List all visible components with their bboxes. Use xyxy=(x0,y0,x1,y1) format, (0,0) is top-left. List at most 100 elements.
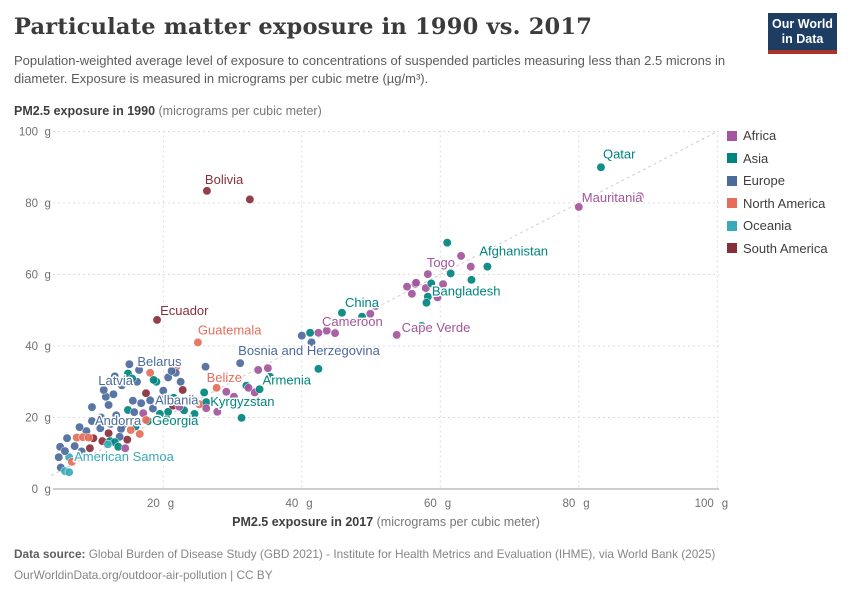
scatter-point-europe[interactable] xyxy=(134,365,144,375)
scatter-point-asia[interactable] xyxy=(337,308,347,318)
country-label-georgia[interactable]: Georgia xyxy=(151,412,201,430)
country-label-armenia[interactable]: Armenia xyxy=(261,371,313,389)
country-label-latvia[interactable]: Latvia xyxy=(97,371,135,389)
scatter-point-europe[interactable] xyxy=(75,422,84,432)
scatter-point-asia[interactable] xyxy=(446,268,456,278)
scatter-point-africa[interactable] xyxy=(402,282,412,292)
scatter-point-africa[interactable] xyxy=(411,278,421,288)
scatter-point-africa[interactable] xyxy=(174,402,184,412)
scatter-point-africa[interactable] xyxy=(574,202,584,212)
scatter-point-africa[interactable] xyxy=(365,309,375,319)
scatter-point-north-america[interactable] xyxy=(84,433,93,442)
country-label-afghanistan[interactable]: Afghanistan xyxy=(478,242,550,260)
scatter-point-europe[interactable] xyxy=(155,394,165,404)
scatter-point-asia[interactable] xyxy=(417,321,427,331)
legend-item-europe[interactable]: Europe xyxy=(727,173,828,188)
scatter-point-europe[interactable] xyxy=(110,371,120,381)
scatter-point-europe[interactable] xyxy=(111,410,121,420)
scatter-point-asia[interactable] xyxy=(190,409,199,419)
scatter-point-north-america[interactable] xyxy=(135,429,145,439)
scatter-point-europe[interactable] xyxy=(128,396,138,406)
scatter-point-europe[interactable] xyxy=(235,358,245,368)
scatter-point-europe[interactable] xyxy=(136,398,146,408)
owid-url-link[interactable]: OurWorldinData.org/outdoor-air-pollution xyxy=(14,568,227,583)
scatter-point-europe[interactable] xyxy=(60,446,70,456)
scatter-point-europe[interactable] xyxy=(70,441,80,451)
legend-item-south-america[interactable]: South America xyxy=(727,241,828,256)
scatter-point-europe[interactable] xyxy=(129,407,139,417)
scatter-point-north-america[interactable] xyxy=(141,415,151,425)
scatter-point-asia[interactable] xyxy=(596,162,606,172)
scatter-point-europe[interactable] xyxy=(104,400,114,410)
scatter-point-asia[interactable] xyxy=(163,407,173,417)
country-label-cape-verde[interactable]: Cape Verde xyxy=(400,318,472,336)
scatter-point-oceania[interactable] xyxy=(103,439,113,449)
country-label-american-samoa[interactable]: American Samoa xyxy=(73,448,176,466)
scatter-point-asia[interactable] xyxy=(265,372,275,382)
scatter-point-south-america[interactable] xyxy=(85,443,95,453)
legend-item-north-america[interactable]: North America xyxy=(727,196,828,211)
scatter-point-africa[interactable] xyxy=(212,407,222,417)
scatter-point-africa[interactable] xyxy=(221,387,231,397)
legend-item-africa[interactable]: Africa xyxy=(727,128,828,143)
scatter-point-asia[interactable] xyxy=(237,413,247,423)
scatter-point-europe[interactable] xyxy=(62,433,72,443)
country-label-guatemala[interactable]: Guatemala xyxy=(196,321,263,339)
scatter-point-south-america[interactable] xyxy=(178,385,188,395)
scatter-point-europe[interactable] xyxy=(124,359,134,369)
country-label-kyrgyzstan[interactable]: Kyrgyzstan xyxy=(209,393,276,411)
scatter-point-africa[interactable] xyxy=(466,262,476,272)
scatter-point-north-america[interactable] xyxy=(102,417,111,427)
scatter-point-south-america[interactable] xyxy=(104,428,114,438)
scatter-point-asia[interactable] xyxy=(149,375,159,385)
country-label-albania[interactable]: Albania xyxy=(154,391,201,409)
scatter-point-europe[interactable] xyxy=(145,395,155,405)
scatter-point-south-america[interactable] xyxy=(122,435,132,445)
scatter-point-africa[interactable] xyxy=(244,383,253,393)
scatter-point-africa[interactable] xyxy=(635,191,645,201)
scatter-point-south-america[interactable] xyxy=(152,315,162,325)
country-label-bangladesh[interactable]: Bangladesh xyxy=(430,282,502,300)
scatter-point-asia[interactable] xyxy=(442,238,452,248)
country-label-mauritania[interactable]: Mauritania xyxy=(580,188,644,206)
scatter-point-europe[interactable] xyxy=(307,337,316,347)
country-label-bosnia-and-herzegovina[interactable]: Bosnia and Herzegovina xyxy=(237,342,382,360)
scatter-point-north-america[interactable] xyxy=(145,368,155,378)
scatter-point-africa[interactable] xyxy=(371,301,381,311)
scatter-point-europe[interactable] xyxy=(148,404,158,414)
scatter-point-europe[interactable] xyxy=(297,331,307,341)
country-label-ecuador[interactable]: Ecuador xyxy=(159,301,211,319)
scatter-point-north-america[interactable] xyxy=(67,457,77,467)
scatter-point-europe[interactable] xyxy=(99,385,109,395)
scatter-point-asia[interactable] xyxy=(313,364,323,374)
scatter-point-africa[interactable] xyxy=(313,328,323,338)
scatter-point-europe[interactable] xyxy=(87,402,97,412)
scatter-point-africa[interactable] xyxy=(330,328,340,338)
scatter-point-asia[interactable] xyxy=(357,312,367,322)
scatter-point-europe[interactable] xyxy=(167,366,177,376)
scatter-point-asia[interactable] xyxy=(255,384,265,394)
scatter-point-asia[interactable] xyxy=(305,328,315,338)
country-label-belize[interactable]: Belize xyxy=(205,368,243,386)
scatter-point-africa[interactable] xyxy=(322,326,332,336)
scatter-point-europe[interactable] xyxy=(158,386,168,396)
scatter-point-asia[interactable] xyxy=(467,275,476,285)
legend-item-asia[interactable]: Asia xyxy=(727,151,828,166)
country-label-togo[interactable]: Togo xyxy=(425,254,456,272)
scatter-point-europe[interactable] xyxy=(77,447,87,456)
scatter-point-south-america[interactable] xyxy=(202,186,212,196)
scatter-point-africa[interactable] xyxy=(120,443,130,453)
country-label-andorra[interactable]: Andorra xyxy=(93,412,143,430)
scatter-point-asia[interactable] xyxy=(482,262,492,272)
scatter-point-africa[interactable] xyxy=(263,363,273,373)
scatter-point-europe[interactable] xyxy=(117,380,127,390)
scatter-point-europe[interactable] xyxy=(87,416,97,426)
scatter-point-africa[interactable] xyxy=(423,269,433,279)
scatter-point-africa[interactable] xyxy=(201,403,211,413)
scatter-point-asia[interactable] xyxy=(155,409,165,419)
scatter-point-europe[interactable] xyxy=(95,423,105,433)
country-label-belarus[interactable]: Belarus xyxy=(136,353,184,371)
scatter-point-europe[interactable] xyxy=(176,377,186,387)
scatter-point-north-america[interactable] xyxy=(126,425,136,435)
scatter-point-europe[interactable] xyxy=(201,362,210,372)
